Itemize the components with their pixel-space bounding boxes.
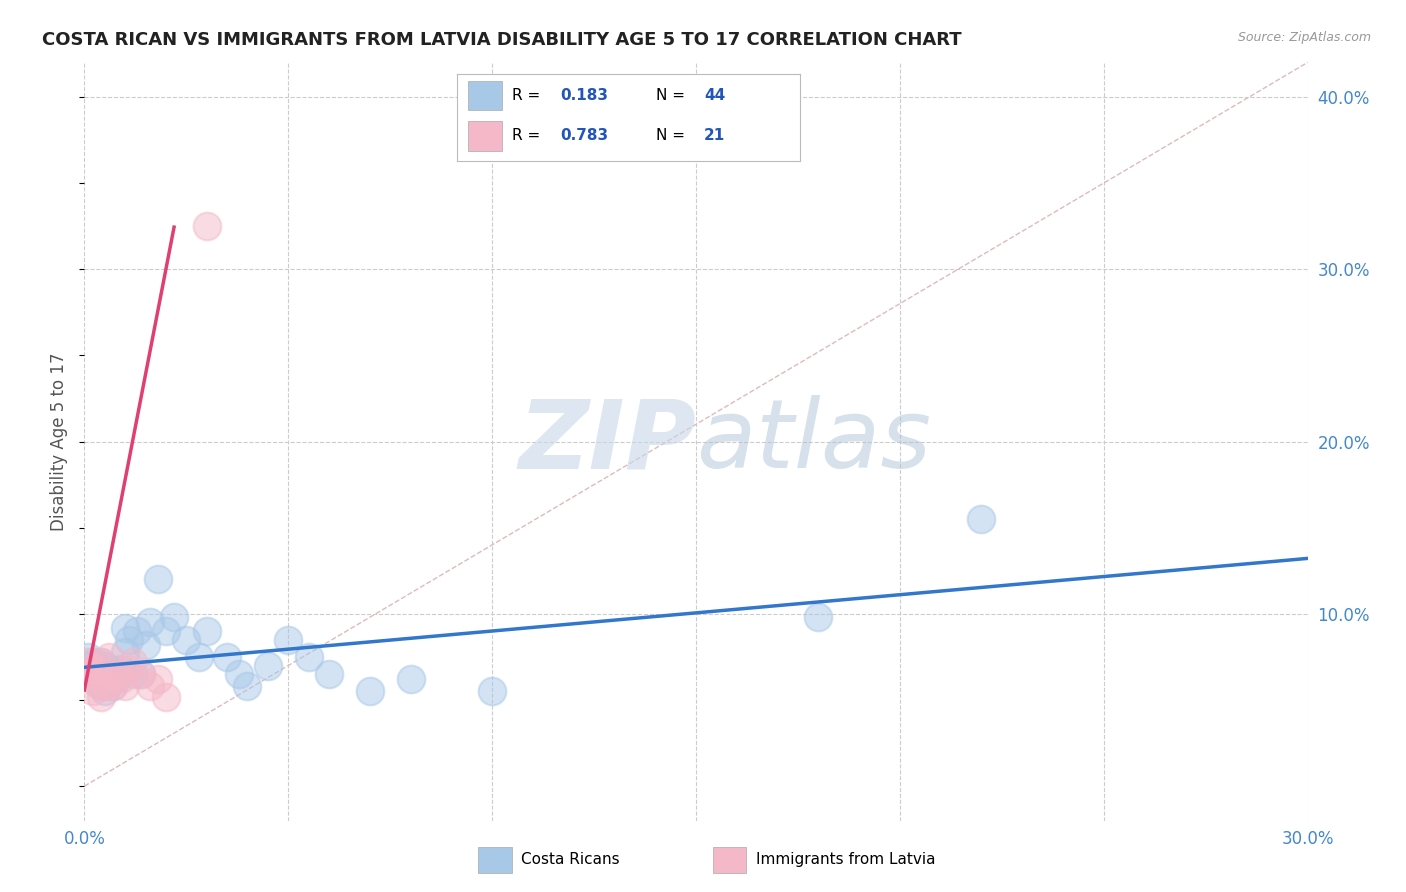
Point — [93, 673, 115, 687]
Point — [131, 667, 153, 681]
Point — [146, 673, 169, 687]
Point — [77, 655, 100, 669]
Point — [114, 621, 136, 635]
Point — [82, 662, 104, 676]
Point — [122, 655, 145, 669]
Point — [86, 662, 108, 676]
Bar — [478, 847, 512, 873]
Point — [481, 684, 503, 698]
Point — [217, 649, 239, 664]
Point — [399, 673, 422, 687]
Point — [318, 667, 340, 681]
Point — [77, 649, 100, 664]
Point — [146, 573, 169, 587]
Point — [131, 667, 153, 681]
Y-axis label: Disability Age 5 to 17: Disability Age 5 to 17 — [51, 352, 69, 531]
Point — [138, 679, 160, 693]
Point — [807, 610, 830, 624]
Text: Immigrants from Latvia: Immigrants from Latvia — [755, 853, 935, 867]
Point — [97, 675, 120, 690]
Point — [77, 667, 100, 681]
Point — [110, 673, 132, 687]
Point — [118, 632, 141, 647]
Point — [77, 658, 100, 673]
Point — [93, 679, 115, 693]
Point — [86, 662, 108, 676]
Bar — [713, 847, 747, 873]
Text: Source: ZipAtlas.com: Source: ZipAtlas.com — [1237, 31, 1371, 45]
Point — [82, 684, 104, 698]
Point — [86, 675, 108, 690]
Point — [127, 624, 149, 639]
Point — [195, 219, 218, 234]
Point — [359, 684, 381, 698]
Point — [90, 655, 112, 669]
Point — [135, 638, 157, 652]
Point — [298, 649, 321, 664]
Point — [93, 658, 115, 673]
Point — [105, 671, 128, 685]
Point — [114, 645, 136, 659]
Point — [101, 679, 124, 693]
Point — [93, 667, 115, 681]
Point — [86, 667, 108, 681]
Point — [228, 667, 250, 681]
Point — [155, 624, 177, 639]
Point — [174, 632, 197, 647]
Point — [90, 690, 112, 704]
Point — [118, 662, 141, 676]
Point — [90, 655, 112, 669]
Point — [257, 658, 280, 673]
Point — [97, 649, 120, 664]
Point — [93, 684, 115, 698]
Text: atlas: atlas — [696, 395, 931, 488]
Point — [114, 679, 136, 693]
Point — [105, 667, 128, 681]
Point — [110, 662, 132, 676]
Point — [90, 679, 112, 693]
Point — [163, 610, 186, 624]
Point — [122, 667, 145, 681]
Point — [970, 512, 993, 526]
Point — [155, 690, 177, 704]
Point — [101, 679, 124, 693]
Point — [101, 667, 124, 681]
Text: Costa Ricans: Costa Ricans — [522, 853, 620, 867]
Point — [277, 632, 299, 647]
Point — [138, 615, 160, 630]
Point — [82, 662, 104, 676]
Point — [97, 662, 120, 676]
Point — [236, 679, 259, 693]
Point — [187, 649, 209, 664]
Point — [86, 675, 108, 690]
Text: ZIP: ZIP — [517, 395, 696, 488]
Point — [82, 655, 104, 669]
Point — [195, 624, 218, 639]
Text: COSTA RICAN VS IMMIGRANTS FROM LATVIA DISABILITY AGE 5 TO 17 CORRELATION CHART: COSTA RICAN VS IMMIGRANTS FROM LATVIA DI… — [42, 31, 962, 49]
